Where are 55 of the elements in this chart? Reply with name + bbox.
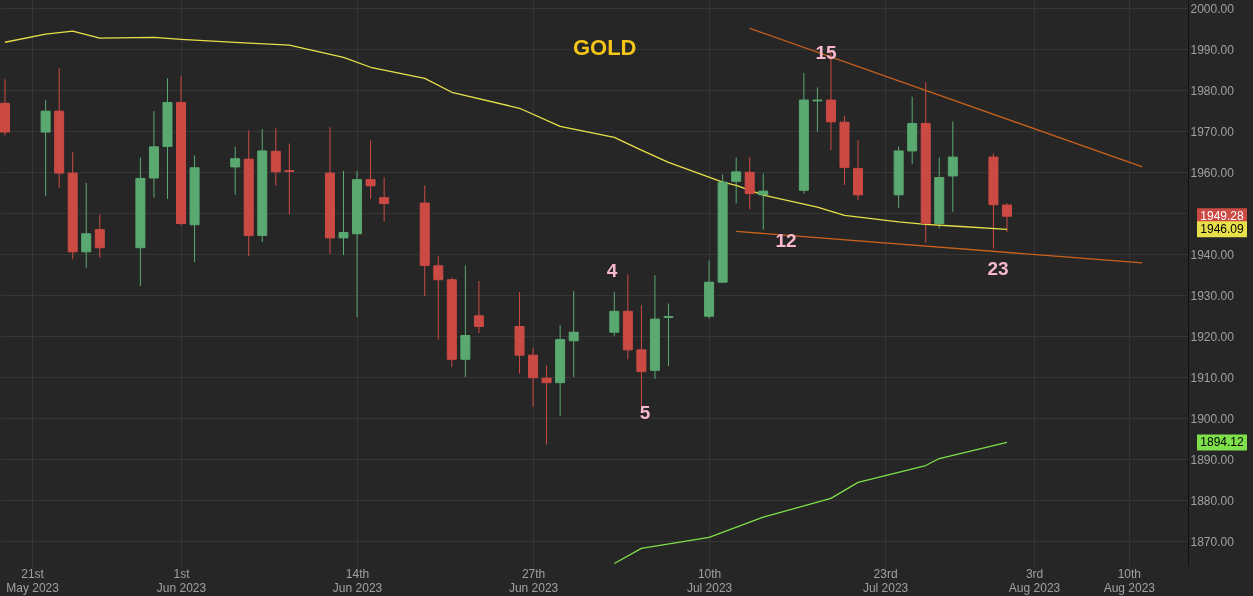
x-tick-label: 10th Aug 2023 [1103,566,1156,595]
candlestick [379,177,390,223]
candlestick [81,182,92,269]
x-tick-label: 10th Jul 2023 [686,566,733,595]
x-tick-label: 1st Jun 2023 [156,566,207,595]
annotation: 12 [775,230,797,251]
y-tick-label: 1990.00 [1190,42,1235,57]
candlestick [541,364,552,446]
y-tick-label: 1900.00 [1190,411,1235,426]
candlestick [568,290,579,378]
candlestick [947,120,958,213]
text: 1949.28 [1200,209,1245,224]
y-tick-label: 1870.00 [1190,534,1235,549]
annotation: 5 [639,402,651,423]
candlestick [473,280,484,334]
x-tick-label: 23rd Jul 2023 [862,566,909,595]
text: 1894.12 [1200,435,1245,450]
y-tick-label: 1980.00 [1190,83,1235,98]
x-tick-label: 27th Jun 2023 [508,566,559,595]
candlestick [365,139,376,200]
y-tick-label: 2000.00 [1190,1,1235,16]
candlestick [731,157,742,204]
line-series [613,441,1008,565]
candlestick [609,291,620,337]
y-tick-label: 1880.00 [1190,493,1235,508]
y-tick-label: 1930.00 [1190,288,1235,303]
candlestick [636,304,647,408]
candlestick [433,255,444,341]
candlestick [460,264,471,378]
candlestick [1001,202,1012,233]
candlestick [270,127,281,187]
candlestick [663,303,674,367]
candlestick [40,99,51,197]
annotation: 4 [606,260,618,281]
candlestick [744,156,755,210]
candlestick [338,170,349,256]
candlestick [812,86,823,133]
candlestick [758,172,769,231]
y-tick-label: 1960.00 [1190,165,1235,180]
x-tick-label: 21st May 2023 [6,566,60,595]
candlestick [230,146,241,196]
y-tick-label: 1890.00 [1190,452,1235,467]
y-tick-label: 1920.00 [1190,329,1235,344]
y-tick-label: 1910.00 [1190,370,1235,385]
candlestick [284,143,295,216]
line-series [4,30,1008,230]
y-tick-label: 1970.00 [1190,124,1235,139]
x-tick-label: 14th Jun 2023 [332,566,383,595]
candlestick [94,214,105,259]
x-tick-label: 3rd Aug 2023 [1008,566,1061,595]
candlestick [528,347,539,408]
text: 1946.09 [1200,222,1245,237]
annotation: 23 [987,258,1009,279]
y-tick-label: 1940.00 [1190,247,1235,262]
text: GOLD [572,35,637,60]
